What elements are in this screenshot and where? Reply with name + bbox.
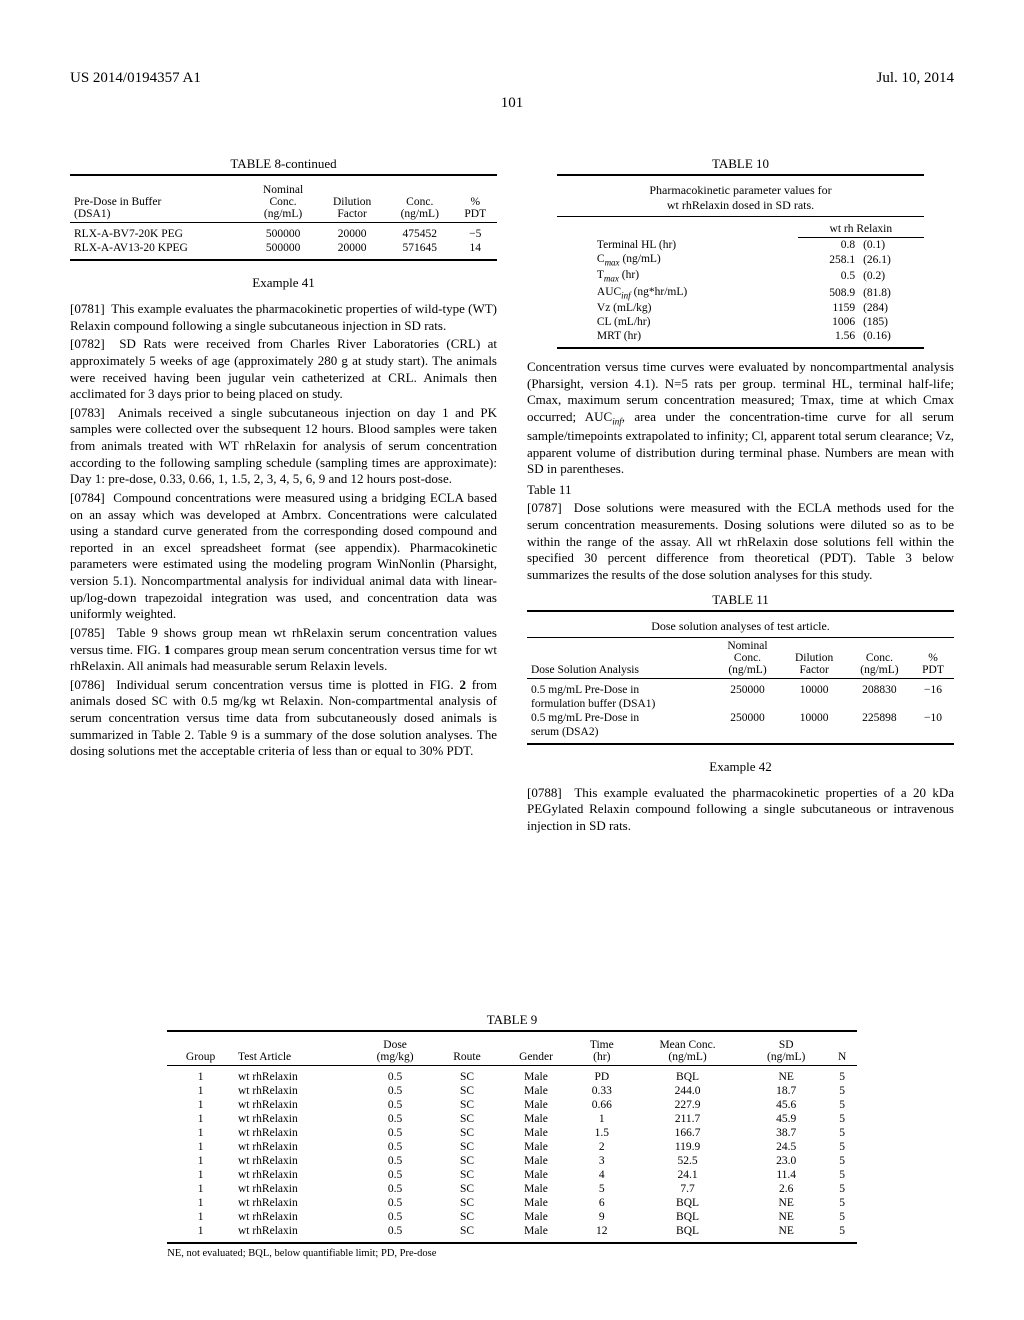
table-row: serum (DSA2) bbox=[527, 725, 954, 739]
table-row: Terminal HL (hr)0.8(0.1) bbox=[557, 238, 924, 253]
table-11: TABLE 11 Dose solution analyses of test … bbox=[527, 592, 954, 745]
table-row: MRT (hr)1.56(0.16) bbox=[557, 329, 924, 343]
table-9: TABLE 9 Group Test Article Dose(mg/kg) R… bbox=[70, 1012, 954, 1259]
table-row: Vz (mL/kg)1159(284) bbox=[557, 301, 924, 315]
table-row: RLX-A-AV13-20 KPEG 500000 20000 571645 1… bbox=[70, 241, 497, 255]
pub-date: Jul. 10, 2014 bbox=[876, 70, 954, 87]
table-row: RLX-A-BV7-20K PEG 500000 20000 475452 −5 bbox=[70, 227, 497, 241]
table-row: 1wt rhRelaxin0.5SCMale2119.924.55 bbox=[167, 1140, 857, 1154]
para-0783: [0783] Animals received a single subcuta… bbox=[70, 405, 497, 488]
table-9-title: TABLE 9 bbox=[70, 1012, 954, 1028]
table-row: 1wt rhRelaxin0.5SCMale57.72.65 bbox=[167, 1182, 857, 1196]
table-10-title: TABLE 10 bbox=[527, 156, 954, 172]
table-row: 0.5 mg/mL Pre-Dose in 250000 10000 20883… bbox=[527, 683, 954, 697]
table-11-table: Dose solution analyses of test article. … bbox=[527, 610, 954, 745]
para-after-t10: Concentration versus time curves were ev… bbox=[527, 359, 954, 478]
para-0784: [0784] Compound concentrations were meas… bbox=[70, 490, 497, 623]
example-41-title: Example 41 bbox=[70, 275, 497, 291]
para-0782: [0782] SD Rats were received from Charle… bbox=[70, 336, 497, 403]
table-8-table: Pre-Dose in Buffer(DSA1) NominalConc.(ng… bbox=[70, 174, 497, 261]
table-row: formulation buffer (DSA1) bbox=[527, 697, 954, 711]
table-row: 1wt rhRelaxin0.5SCMale1.5166.738.75 bbox=[167, 1126, 857, 1140]
table-8-continued: TABLE 8-continued Pre-Dose in Buffer(DSA… bbox=[70, 156, 497, 261]
page-number: 101 bbox=[70, 95, 954, 112]
para-0781: [0781] This example evaluates the pharma… bbox=[70, 301, 497, 334]
table-11-title: TABLE 11 bbox=[527, 592, 954, 608]
pub-number: US 2014/0194357 A1 bbox=[70, 70, 201, 87]
table-9-table: Group Test Article Dose(mg/kg) Route Gen… bbox=[167, 1030, 857, 1244]
table-10-table: Pharmacokinetic parameter values for wt … bbox=[557, 174, 924, 349]
table-11-label: Table 11 bbox=[527, 482, 954, 499]
two-column-region: TABLE 8-continued Pre-Dose in Buffer(DSA… bbox=[70, 148, 954, 998]
table-9-footnote: NE, not evaluated; BQL, below quantifiab… bbox=[167, 1248, 857, 1259]
table-row: 1wt rhRelaxin0.5SCMale352.523.05 bbox=[167, 1154, 857, 1168]
table-row: 1wt rhRelaxin0.5SCMale0.33244.018.75 bbox=[167, 1084, 857, 1098]
page-header: US 2014/0194357 A1 Jul. 10, 2014 bbox=[70, 70, 954, 87]
table-row: 0.5 mg/mL Pre-Dose in 250000 10000 22589… bbox=[527, 711, 954, 725]
table-row: 1wt rhRelaxin0.5SCMale12BQLNE5 bbox=[167, 1224, 857, 1238]
table-row: 1wt rhRelaxin0.5SCMale0.66227.945.65 bbox=[167, 1098, 857, 1112]
table-8-title: TABLE 8-continued bbox=[70, 156, 497, 172]
table-row: Tmax (hr)0.5(0.2) bbox=[557, 268, 924, 284]
table-row: 1wt rhRelaxin0.5SCMale424.111.45 bbox=[167, 1168, 857, 1182]
table-row: 1wt rhRelaxin0.5SCMale6BQLNE5 bbox=[167, 1196, 857, 1210]
table-row: 1wt rhRelaxin0.5SCMale9BQLNE5 bbox=[167, 1210, 857, 1224]
para-0786: [0786] Individual serum concentration ve… bbox=[70, 677, 497, 760]
para-0787: [0787] Dose solutions were measured with… bbox=[527, 500, 954, 583]
table-row: AUCinf (ng*hr/mL)508.9(81.8) bbox=[557, 285, 924, 301]
table-row: Cmax (ng/mL)258.1(26.1) bbox=[557, 252, 924, 268]
para-0788: [0788] This example evaluated the pharma… bbox=[527, 785, 954, 835]
table-row: 1wt rhRelaxin0.5SCMale1211.745.95 bbox=[167, 1112, 857, 1126]
table-10: TABLE 10 Pharmacokinetic parameter value… bbox=[527, 156, 954, 349]
table-row: CL (mL/hr)1006(185) bbox=[557, 315, 924, 329]
para-0785: [0785] Table 9 shows group mean wt rhRel… bbox=[70, 625, 497, 675]
example-42-title: Example 42 bbox=[527, 759, 954, 775]
page: US 2014/0194357 A1 Jul. 10, 2014 101 TAB… bbox=[0, 0, 1024, 1299]
table-row: 1wt rhRelaxin0.5SCMalePDBQLNE5 bbox=[167, 1070, 857, 1084]
